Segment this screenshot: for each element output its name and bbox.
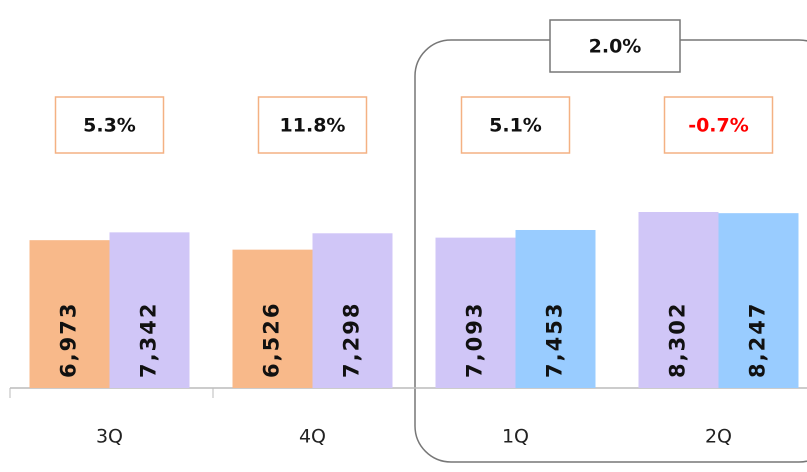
data-label: 7,342 xyxy=(137,302,161,378)
growth-label: 11.8% xyxy=(280,115,346,137)
growth-box xyxy=(54,96,165,154)
bar xyxy=(109,232,190,388)
bar xyxy=(638,211,719,388)
data-label: 8,247 xyxy=(746,302,770,378)
bar xyxy=(718,213,799,388)
bar xyxy=(312,233,393,388)
bar xyxy=(435,237,516,388)
bar xyxy=(29,240,110,388)
growth-box xyxy=(663,96,774,154)
x-tick-label: 1Q xyxy=(502,426,529,448)
growth-label: 5.1% xyxy=(489,115,542,137)
data-label: 8,302 xyxy=(666,302,690,378)
growth-label: -0.7% xyxy=(688,115,749,137)
bar xyxy=(515,229,596,388)
x-tick-label: 2Q xyxy=(705,426,732,448)
data-label: 6,526 xyxy=(260,302,284,378)
data-label: 6,973 xyxy=(57,302,81,378)
group-growth-box xyxy=(549,19,681,73)
group-growth-label: 2.0% xyxy=(589,36,642,58)
growth-box xyxy=(460,96,571,154)
bar xyxy=(232,249,313,388)
growth-label: 5.3% xyxy=(83,115,136,137)
data-label: 7,298 xyxy=(340,302,364,378)
data-label: 7,093 xyxy=(463,302,487,378)
data-label: 7,453 xyxy=(543,302,567,378)
x-tick-label: 3Q xyxy=(96,426,123,448)
x-tick-label: 4Q xyxy=(299,426,326,448)
growth-box xyxy=(257,96,368,154)
